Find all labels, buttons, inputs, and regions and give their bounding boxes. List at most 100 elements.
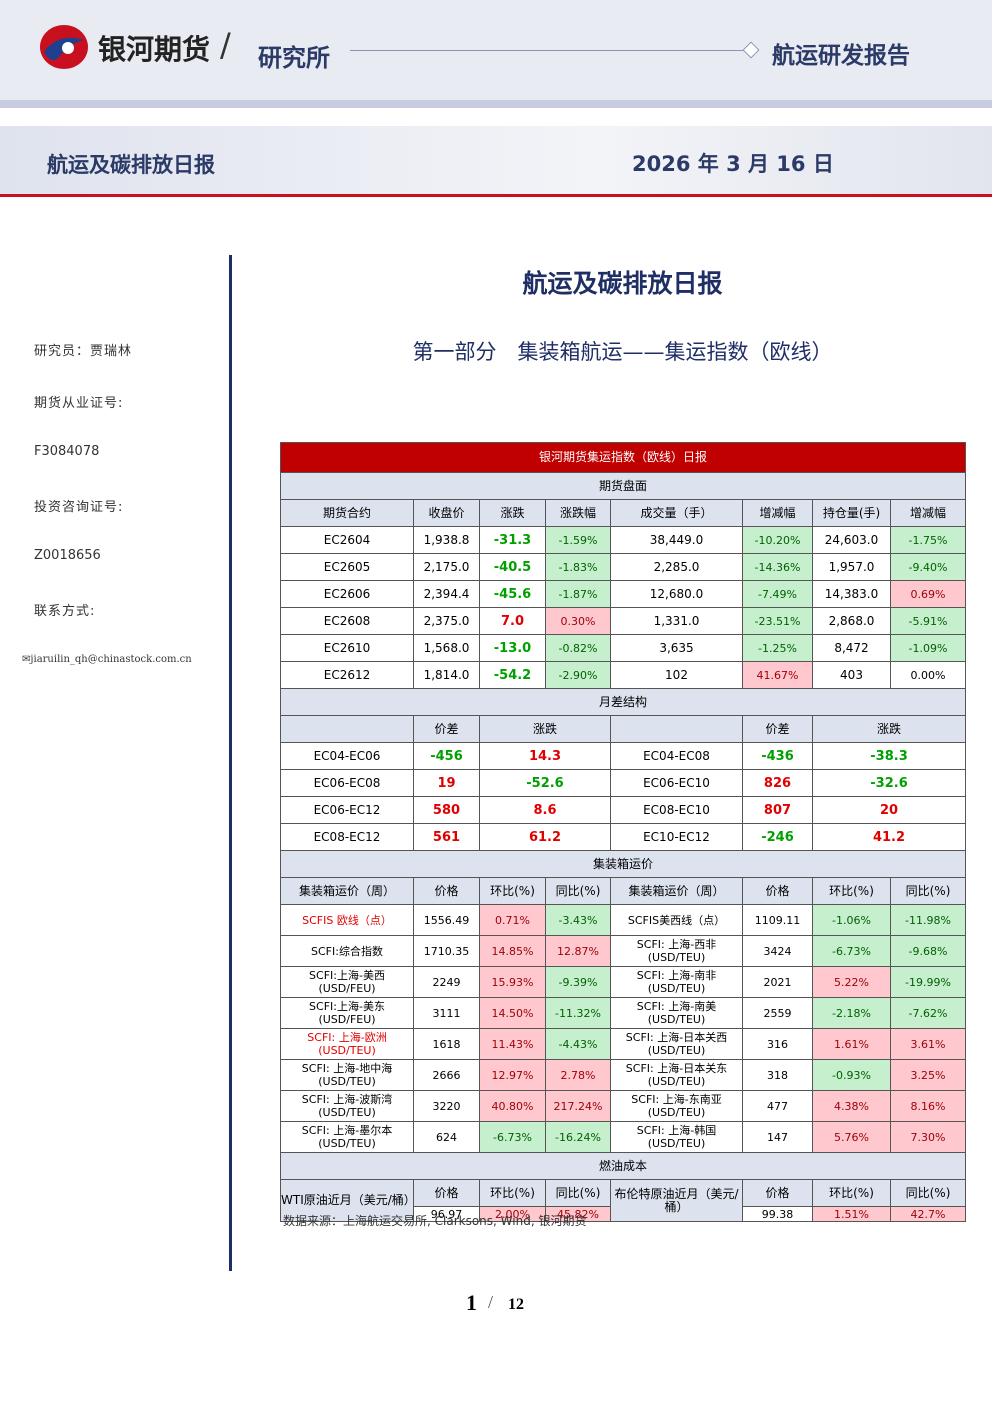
table-cell: 12.87% [545, 935, 611, 967]
table-cell: 99.38 [742, 1206, 813, 1222]
table-cell: 2,868.0 [812, 607, 891, 635]
table-cell: 40.80% [479, 1090, 546, 1122]
table-cell: -16.24% [545, 1121, 611, 1153]
section-title: 月差结构 [279, 688, 967, 716]
table-cell: 1556.49 [413, 904, 480, 936]
table-cell: 38,449.0 [610, 526, 743, 554]
table-cell: 7.30% [889, 1121, 967, 1153]
table-cell: 1618 [413, 1028, 480, 1060]
banner-title: 航运及碳排放日报 [47, 153, 215, 177]
table-title: 银河期货集运指数（欧线）日报 [279, 442, 967, 473]
table-cell: 45.82% [545, 1206, 611, 1222]
table-cell: 4.38% [812, 1090, 891, 1122]
subtitle: 第一部分 集装箱航运——集运指数（欧线） [412, 340, 833, 364]
table-cell: 41.2 [811, 823, 967, 851]
table-cell: 1.51% [812, 1206, 891, 1222]
table-cell: SCFIS美西线（点） [610, 904, 743, 936]
table-cell: -436 [742, 742, 813, 770]
table-cell: SCFI: 上海-墨尔本 (USD/TEU) [280, 1121, 414, 1153]
table-cell: 1.61% [812, 1028, 891, 1060]
table-cell: 1109.11 [742, 904, 813, 936]
table-cell: 318 [742, 1059, 813, 1091]
column-header: 环比(%) [479, 877, 546, 905]
table-cell: EC2608 [280, 607, 414, 635]
table-row: SCFI:上海-美西 (USD/FEU) 2249 15.93% -9.39% SCFI… [280, 966, 967, 998]
table-cell: 41.67% [742, 661, 813, 689]
source: 数据来源：上海航运交易所, Clarksons, Wind, 银河期货 [283, 1214, 587, 1228]
page-number: 1 [466, 1290, 477, 1315]
table-cell: 0.00% [889, 661, 967, 689]
table-row: SCFI:上海-美东 (USD/FEU) 3111 14.50% -11.32% SCF… [280, 997, 967, 1029]
table-cell: 14.85% [479, 935, 546, 967]
table-cell: -32.6 [811, 769, 967, 797]
table-cell: SCFI: 上海-日本关东 (USD/TEU) [610, 1059, 743, 1091]
table-cell: -40.5 [479, 553, 546, 581]
column-header: 价差 [742, 715, 813, 743]
table-cell: -4.43% [545, 1028, 611, 1060]
table-cell: 2249 [413, 966, 480, 998]
table-cell: -1.87% [545, 580, 611, 608]
table-cell: 8.16% [889, 1090, 967, 1122]
page-total: 12 [508, 1296, 524, 1313]
table-cell: 0.69% [889, 580, 967, 608]
table-cell: 12.97% [479, 1059, 546, 1091]
table-cell: 1,814.0 [413, 661, 480, 689]
table-cell: -0.82% [545, 634, 611, 662]
column-header: 成交量（手） [610, 499, 743, 527]
license-label: 期货从业证号: [34, 396, 124, 411]
institute: 研究所 [258, 44, 330, 72]
table-row: 期货盘面 [279, 472, 967, 500]
column-header: 涨跌 [479, 715, 611, 743]
table-cell: -9.40% [889, 553, 967, 581]
table-cell: -52.6 [479, 769, 611, 797]
table-cell: -246 [742, 823, 813, 851]
table-cell: EC2604 [280, 526, 414, 554]
table-cell: 2.00% [479, 1206, 546, 1222]
table-cell: EC08-EC12 [280, 823, 414, 851]
table-row: 价差 涨跌 价差 涨跌 [280, 715, 967, 743]
report-type: 航运研发报告 [772, 43, 910, 69]
section-title: 期货盘面 [279, 472, 967, 500]
table-cell: 7.0 [479, 607, 546, 635]
table-cell: 5.76% [812, 1121, 891, 1153]
table-row: EC2608 2,375.0 7.0 0.30% 1,331.0 -23.51% 2,868… [280, 607, 967, 635]
table-row: 集装箱运价 [279, 850, 967, 878]
table-cell: 3.61% [889, 1028, 967, 1060]
table-cell: 316 [742, 1028, 813, 1060]
table-cell: -6.73% [479, 1121, 546, 1153]
table-cell: -1.25% [742, 634, 813, 662]
table-row: SCFI: 上海-墨尔本 (USD/TEU) 624 -6.73% -16.24% SC… [280, 1121, 967, 1153]
column-header: 集装箱运价（周） [610, 877, 743, 905]
table-cell: 1710.35 [413, 935, 480, 967]
table-cell: SCFI: 上海-地中海 (USD/TEU) [280, 1059, 414, 1091]
table-row: 集装箱运价（周） 价格 环比(%) 同比(%) 集装箱运价（周） 价格 环比(%) 同比(%) [280, 877, 967, 905]
table-cell: SCFI:综合指数 [280, 935, 414, 967]
researcher: 研究员：贾瑞林 [34, 344, 133, 359]
table-cell: EC2612 [280, 661, 414, 689]
table-row: EC06-EC08 19 -52.6 EC06-EC10 826 -32.6 [280, 769, 967, 797]
table-cell: SCFIS 欧线（点） [280, 904, 414, 936]
table-cell: EC06-EC10 [610, 769, 743, 797]
table-row: 银河期货集运指数（欧线）日报 [279, 442, 967, 473]
table-cell: -7.62% [889, 997, 967, 1029]
table-cell: SCFI: 上海-韩国 (USD/TEU) [610, 1121, 743, 1153]
table-cell: 14.50% [479, 997, 546, 1029]
table-row: EC08-EC12 561 61.2 EC10-EC12 -246 41.2 [280, 823, 967, 851]
table-cell: 561 [413, 823, 480, 851]
table-cell: SCFI: 上海-波斯湾 (USD/TEU) [280, 1090, 414, 1122]
table-cell: EC04-EC06 [280, 742, 414, 770]
table-cell: 2,375.0 [413, 607, 480, 635]
table-cell: 1,331.0 [610, 607, 743, 635]
column-header: 持仓量(手) [812, 499, 891, 527]
column-header: 涨跌幅 [545, 499, 611, 527]
table-cell: -1.06% [812, 904, 891, 936]
table-cell: 1,568.0 [413, 634, 480, 662]
email: ✉jiaruilin_qh@chinastock.com.cn [22, 654, 192, 665]
index-table: 银河期货集运指数（欧线）日报 期货盘面 期货合约 收盘价 涨跌 涨跌幅 成交量（手） 增减幅持… [279, 442, 967, 1222]
table-cell: -1.09% [889, 634, 967, 662]
column-header: 增减幅 [889, 499, 967, 527]
table-cell: -0.93% [812, 1059, 891, 1091]
table-cell: 19 [413, 769, 480, 797]
slash: / [220, 26, 231, 64]
divider [229, 255, 232, 1271]
